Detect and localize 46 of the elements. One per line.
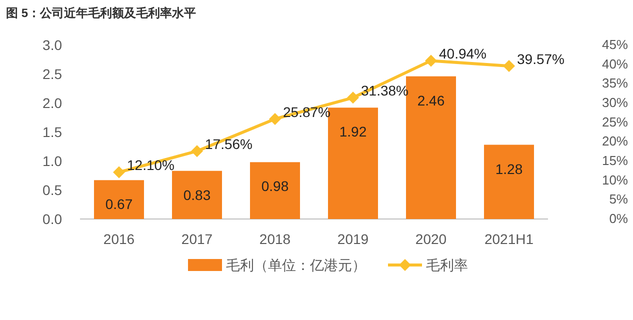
legend-label: 毛利（单位：亿港元） (226, 257, 366, 273)
y-tick-label: 0.0 (42, 211, 62, 227)
y2-tick-label: 10% (602, 172, 628, 188)
chart-title: 图 5：公司近年毛利额及毛利率水平 (6, 6, 196, 20)
point (425, 54, 437, 67)
y2-tick-label: 0% (609, 211, 628, 226)
y2-tick-label: 20% (602, 134, 628, 149)
y2-tick-label: 5% (609, 192, 628, 207)
bar (484, 144, 534, 219)
point (503, 60, 515, 72)
y-tick-label: 3.0 (42, 37, 62, 53)
y2-tick-label: 35% (602, 76, 628, 91)
y2-tick-label: 45% (602, 37, 628, 52)
y-tick-label: 1.5 (42, 124, 62, 140)
data-label: 0.83 (183, 186, 211, 203)
data-label: 2.46 (417, 92, 445, 108)
x-tick-label: 2018 (259, 231, 291, 247)
point (347, 92, 359, 104)
data-label: 1.28 (495, 160, 523, 177)
bar (250, 162, 300, 219)
y-tick-label: 0.5 (42, 182, 62, 198)
bar (328, 108, 378, 219)
point (113, 166, 125, 178)
point (269, 112, 281, 125)
legend-label: 毛利率 (426, 257, 468, 273)
bar (406, 76, 456, 219)
y-tick-label: 2.5 (42, 66, 62, 82)
y2-tick-label: 25% (602, 114, 628, 130)
x-tick-label: 2021H1 (484, 231, 534, 247)
data-label: 0.98 (261, 178, 289, 194)
data-label: 1.92 (339, 124, 367, 140)
point (191, 145, 203, 158)
data-label: 39.57% (517, 50, 564, 67)
y2-tick-label: 40% (602, 56, 628, 72)
data-label: 40.94% (439, 46, 486, 62)
y2-tick-label: 30% (602, 95, 628, 110)
data-label: 0.67 (105, 196, 133, 212)
y-tick-label: 2.0 (42, 95, 62, 111)
x-tick-label: 2019 (337, 231, 369, 247)
y2-tick-label: 15% (602, 153, 628, 168)
x-tick-label: 2016 (103, 231, 135, 247)
x-tick-label: 2017 (181, 231, 213, 247)
x-tick-label: 2020 (415, 231, 447, 247)
bar (94, 180, 144, 219)
y-tick-label: 1.0 (42, 153, 62, 169)
bar (172, 170, 222, 219)
